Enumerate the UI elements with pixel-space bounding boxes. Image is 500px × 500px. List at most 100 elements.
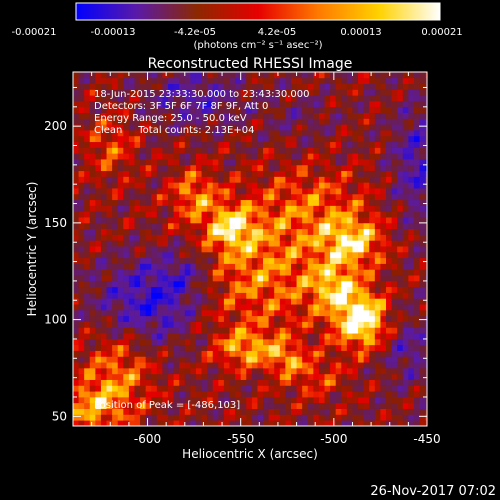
heatmap-cell: [212, 344, 219, 351]
heatmap-cell: [363, 414, 370, 421]
heatmap-cell: [207, 211, 214, 218]
heatmap-cell: [162, 182, 169, 189]
heatmap-cell: [84, 269, 91, 276]
heatmap-cell: [162, 315, 169, 322]
heatmap-cell: [397, 124, 404, 131]
heatmap-cell: [100, 414, 107, 421]
heatmap-cell: [195, 246, 202, 253]
heatmap-cell: [123, 135, 130, 143]
heatmap-cell: [156, 333, 163, 340]
heatmap-cell: [290, 147, 297, 154]
heatmap-cell: [134, 333, 141, 340]
heatmap-cell: [402, 333, 409, 340]
heatmap-cell: [117, 315, 124, 322]
heatmap-cell: [397, 362, 404, 369]
heatmap-cell: [84, 164, 91, 172]
heatmap-cell: [408, 217, 415, 224]
heatmap-cell: [302, 234, 309, 241]
heatmap-cell: [324, 321, 331, 328]
heatmap-cell: [145, 141, 152, 148]
heatmap-cell: [346, 222, 353, 230]
heatmap-cell: [95, 130, 102, 137]
heatmap-cell: [296, 193, 303, 201]
heatmap-cell: [257, 321, 264, 328]
heatmap-cell: [195, 153, 202, 160]
heatmap-cell: [223, 356, 230, 363]
heatmap-cell: [229, 159, 236, 166]
heatmap-cell: [117, 338, 124, 346]
heatmap-cell: [117, 222, 124, 230]
heatmap-cell: [268, 130, 275, 137]
heatmap-cell: [296, 385, 303, 392]
heatmap-cell: [374, 135, 381, 143]
heatmap-cell: [330, 228, 337, 235]
heatmap-cell: [212, 217, 219, 224]
heatmap-cell: [168, 170, 175, 177]
heatmap-cell: [285, 373, 292, 380]
heatmap-cell: [402, 83, 409, 90]
heatmap-cell: [106, 344, 113, 351]
heatmap-cell: [324, 77, 331, 84]
heatmap-cell: [257, 182, 264, 189]
heatmap-cell: [358, 112, 365, 119]
heatmap-cell: [335, 257, 342, 264]
heatmap-cell: [117, 77, 124, 84]
heatmap-cell: [134, 275, 141, 282]
heatmap-cell: [279, 118, 286, 125]
heatmap-cell: [274, 228, 281, 235]
heatmap-cell: [380, 333, 387, 340]
heatmap-cell: [162, 106, 169, 114]
heatmap-cell: [117, 182, 124, 189]
heatmap-cell: [313, 298, 320, 305]
heatmap-cell: [335, 153, 342, 160]
heatmap-cell: [380, 106, 387, 114]
heatmap-cell: [408, 170, 415, 177]
heatmap-cell: [117, 217, 124, 224]
heatmap-cell: [207, 193, 214, 201]
heatmap-cell: [207, 286, 214, 293]
heatmap-cell: [296, 396, 303, 404]
heatmap-cell: [190, 217, 197, 224]
heatmap-cell: [285, 124, 292, 131]
heatmap-cell: [335, 315, 342, 322]
heatmap-cell: [145, 182, 152, 189]
heatmap-cell: [324, 408, 331, 415]
heatmap-cell: [106, 130, 113, 137]
heatmap-cell: [201, 141, 208, 148]
heatmap-cell: [257, 246, 264, 253]
colorbar-tick-label: -0.00013: [91, 27, 136, 38]
heatmap-cell: [128, 408, 135, 415]
heatmap-cell: [218, 77, 225, 84]
heatmap-cell: [73, 234, 79, 241]
heatmap-cell: [318, 350, 325, 357]
heatmap-cell: [341, 182, 348, 189]
heatmap-cell: [212, 396, 219, 404]
heatmap-cell: [106, 211, 113, 218]
heatmap-cell: [413, 275, 420, 282]
heatmap-cell: [100, 199, 107, 206]
heatmap-cell: [106, 321, 113, 328]
heatmap-cell: [168, 83, 175, 90]
heatmap-cell: [100, 292, 107, 299]
heatmap-cell: [296, 269, 303, 276]
heatmap-cell: [274, 408, 281, 415]
heatmap-cell: [263, 338, 270, 346]
heatmap-cell: [100, 228, 107, 235]
heatmap-cell: [173, 141, 180, 148]
heatmap-cell: [145, 124, 152, 131]
heatmap-cell: [408, 280, 415, 288]
heatmap-cell: [73, 101, 79, 108]
heatmap-cell: [391, 292, 398, 299]
heatmap-cell: [369, 164, 376, 172]
heatmap-cell: [240, 286, 247, 293]
heatmap-cell: [117, 246, 124, 253]
heatmap-cell: [223, 362, 230, 369]
heatmap-cell: [229, 83, 236, 90]
heatmap-cell: [218, 356, 225, 363]
heatmap-cell: [89, 408, 96, 415]
heatmap-cell: [279, 251, 286, 259]
heatmap-cell: [73, 373, 79, 380]
heatmap-cell: [162, 373, 169, 380]
heatmap-cell: [73, 135, 79, 143]
heatmap-cell: [240, 298, 247, 305]
